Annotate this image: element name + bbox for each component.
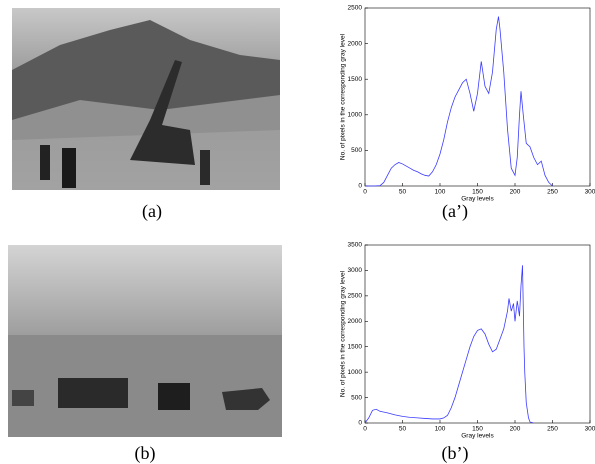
y-tick-label: 2500 — [348, 293, 363, 300]
y-tick-label: 500 — [351, 147, 362, 154]
x-tick-label: 200 — [510, 189, 521, 196]
y-tick-label: 2000 — [348, 318, 363, 325]
caption: (b’) — [442, 443, 469, 464]
data-line — [364, 265, 534, 424]
x-tick-label: 250 — [547, 426, 558, 433]
x-tick-label: 150 — [472, 189, 483, 196]
x-tick-label: 0 — [363, 426, 367, 433]
x-tick-label: 0 — [363, 189, 367, 196]
y-tick-label: 0 — [358, 420, 362, 427]
y-tick-label: 2000 — [348, 40, 363, 47]
y-tick-label: 1500 — [348, 343, 363, 350]
y-tick-label: 2500 — [348, 5, 363, 12]
y-tick-label: 1500 — [348, 76, 363, 83]
y-tick-label: 3500 — [348, 242, 363, 249]
x-axis-label: Gray levels — [461, 433, 494, 440]
caption: (a’) — [442, 201, 468, 222]
x-tick-label: 100 — [435, 426, 446, 433]
photo-a — [12, 8, 280, 190]
y-tick-label: 0 — [358, 183, 362, 190]
x-tick-label: 100 — [435, 189, 446, 196]
y-axis-label: No. of pixels in the corresponding gray … — [340, 33, 347, 160]
photo-b — [8, 245, 282, 437]
x-tick-label: 300 — [585, 189, 595, 196]
x-tick-label: 200 — [510, 426, 521, 433]
x-tick-label: 250 — [547, 189, 558, 196]
x-tick-label: 50 — [399, 426, 407, 433]
plot-frame — [364, 7, 591, 187]
caption: (b) — [135, 443, 156, 464]
y-tick-label: 1000 — [348, 369, 363, 376]
x-tick-label: 50 — [399, 189, 407, 196]
y-axis-label: No. of pixels in the corresponding gray … — [340, 270, 347, 397]
x-axis-label: Gray levels — [461, 196, 494, 203]
y-tick-label: 1000 — [348, 112, 363, 119]
y-tick-label: 500 — [351, 394, 362, 401]
y-tick-label: 3000 — [348, 267, 363, 274]
x-tick-label: 150 — [472, 426, 483, 433]
plot-frame — [364, 244, 591, 424]
x-tick-label: 300 — [585, 426, 595, 433]
caption: (a) — [142, 201, 162, 222]
data-line — [365, 16, 553, 187]
